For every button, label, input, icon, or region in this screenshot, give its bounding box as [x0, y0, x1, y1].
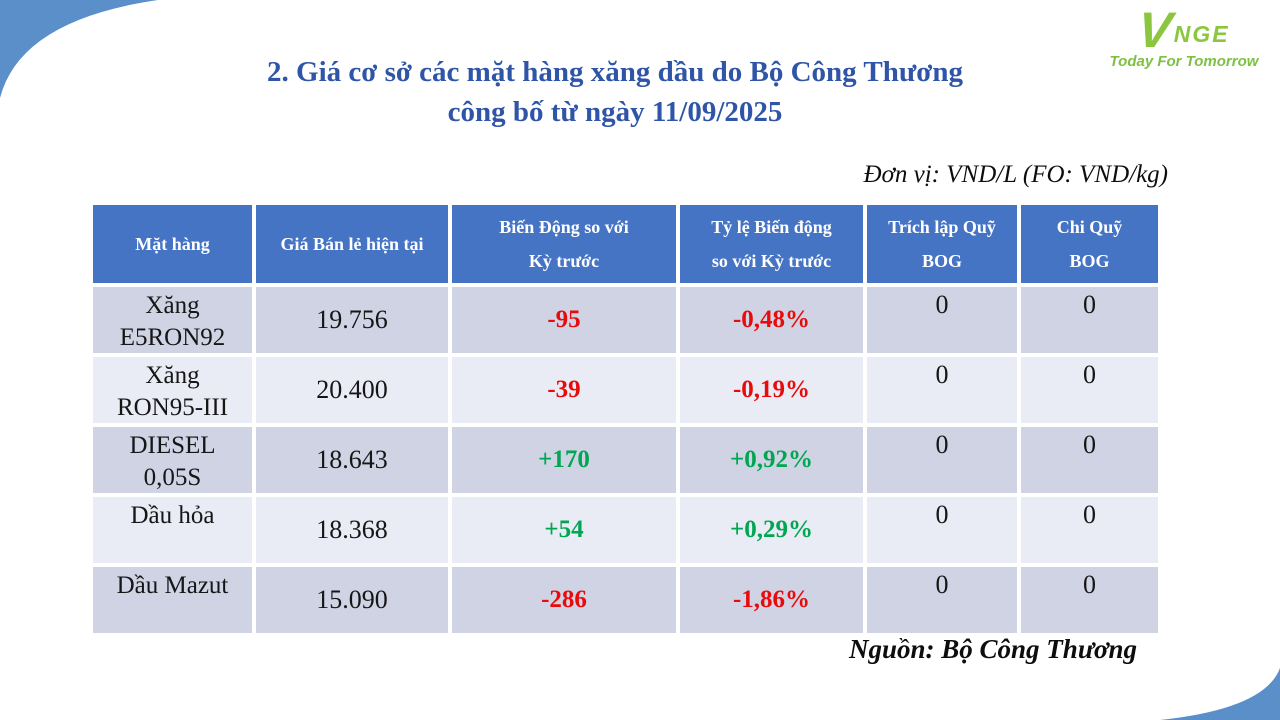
- cell-product-name: Xăng E5RON92: [93, 287, 252, 353]
- cell-change: -286: [452, 567, 676, 633]
- header-line: Biến Động so với: [499, 217, 629, 237]
- unit-note: Đơn vị: VND/L (FO: VND/kg): [863, 161, 1168, 188]
- vnge-logo-wordmark: V NGE: [1104, 2, 1264, 58]
- cell-fund-spend: 0: [1021, 567, 1158, 633]
- cell-retail-price: 15.090: [256, 567, 448, 633]
- header-line: BOG: [921, 251, 962, 271]
- source-note: Nguồn: Bộ Công Thương: [849, 634, 1137, 664]
- col-header-product: Mặt hàng: [93, 205, 252, 283]
- header-line: Kỳ trước: [528, 251, 600, 271]
- cell-fund-spend: 0: [1021, 357, 1158, 423]
- cell-change: -95: [452, 287, 676, 353]
- cell-product-name: DIESEL 0,05S: [93, 427, 252, 493]
- header-line: BOG: [1069, 251, 1110, 271]
- page-title-line1: 2. Giá cơ sở các mặt hàng xăng dầu do Bộ…: [267, 56, 963, 88]
- bottom-right-corner-decoration: [1160, 668, 1280, 720]
- cell-change-pct: +0,29%: [680, 497, 863, 563]
- cell-change: +170: [452, 427, 676, 493]
- cell-change-pct: +0,92%: [680, 427, 863, 493]
- page-title-line2: công bố từ ngày 11/09/2025: [447, 96, 783, 129]
- vnge-logo: V NGE Today For Tomorrow: [1104, 2, 1264, 70]
- cell-fund-allocation: 0: [867, 287, 1017, 353]
- cell-change-pct: -1,86%: [680, 567, 863, 633]
- header-line: Giá Bán lẻ hiện tại: [280, 234, 424, 254]
- col-header-fund-allocation: Trích lập Quỹ BOG: [867, 205, 1017, 283]
- header-line: Trích lập Quỹ: [888, 217, 996, 237]
- cell-fund-allocation: 0: [867, 567, 1017, 633]
- price-table: Mặt hàng Giá Bán lẻ hiện tại Biến Động s…: [93, 205, 1158, 633]
- cell-change: -39: [452, 357, 676, 423]
- logo-tagline: Today For Tomorrow: [1109, 53, 1259, 70]
- page-title: 2. Giá cơ sở các mặt hàng xăng dầu do Bộ…: [30, 52, 1200, 132]
- header-line: so với Kỳ trước: [711, 251, 832, 271]
- cell-retail-price: 20.400: [256, 357, 448, 423]
- cell-fund-spend: 0: [1021, 287, 1158, 353]
- cell-product-name: Xăng RON95-III: [93, 357, 252, 423]
- cell-fund-allocation: 0: [867, 497, 1017, 563]
- col-header-retail-price: Giá Bán lẻ hiện tại: [256, 205, 448, 283]
- header-line: Tỷ lệ Biến động: [711, 217, 832, 237]
- cell-fund-spend: 0: [1021, 427, 1158, 493]
- cell-fund-spend: 0: [1021, 497, 1158, 563]
- col-header-change-pct: Tỷ lệ Biến động so với Kỳ trước: [680, 205, 863, 283]
- cell-retail-price: 19.756: [256, 287, 448, 353]
- cell-change: +54: [452, 497, 676, 563]
- logo-v-check-glyph: V: [1135, 2, 1175, 58]
- cell-retail-price: 18.643: [256, 427, 448, 493]
- logo-text: NGE: [1173, 21, 1230, 47]
- col-header-fund-spend: Chi Quỹ BOG: [1021, 205, 1158, 283]
- header-line: Chi Quỹ: [1056, 217, 1123, 237]
- cell-product-name: Dầu Mazut: [93, 567, 252, 633]
- cell-change-pct: -0,48%: [680, 287, 863, 353]
- cell-retail-price: 18.368: [256, 497, 448, 563]
- cell-product-name: Dầu hỏa: [93, 497, 252, 563]
- cell-fund-allocation: 0: [867, 357, 1017, 423]
- cell-fund-allocation: 0: [867, 427, 1017, 493]
- col-header-change: Biến Động so với Kỳ trước: [452, 205, 676, 283]
- header-line: Mặt hàng: [135, 234, 210, 254]
- cell-change-pct: -0,19%: [680, 357, 863, 423]
